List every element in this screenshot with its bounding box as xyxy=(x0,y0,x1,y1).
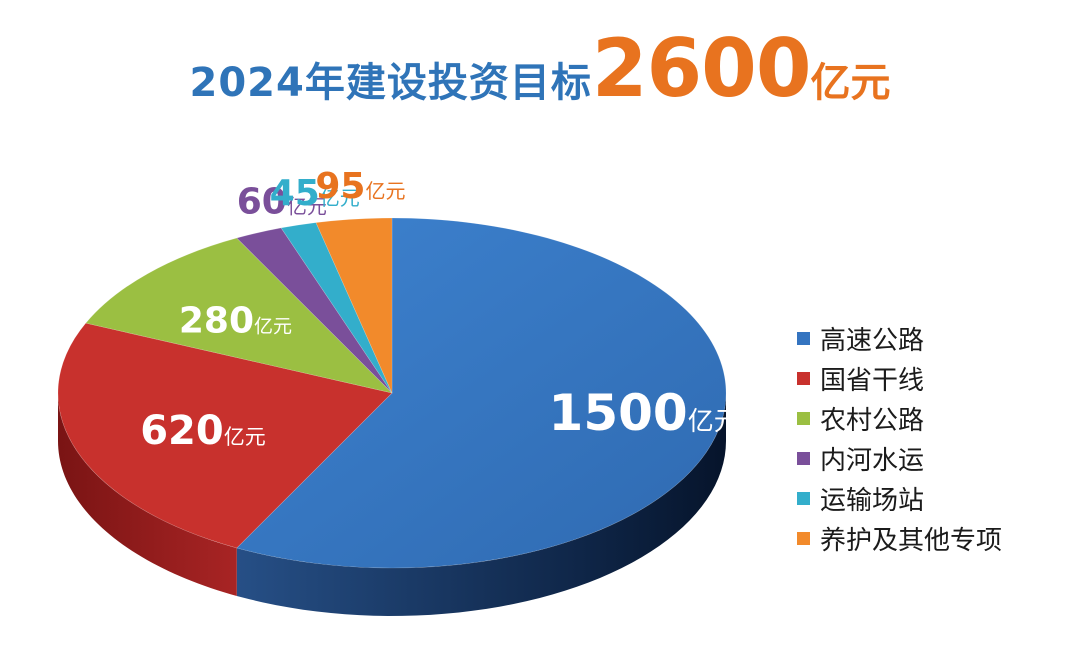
legend-swatch xyxy=(797,491,810,505)
legend-swatch xyxy=(797,451,810,465)
slice-value: 45 xyxy=(270,173,320,214)
slice-value: 620 xyxy=(140,408,224,454)
legend-item: 农村公路 xyxy=(797,398,1002,438)
legend: 高速公路国省干线农村公路内河水运运输场站养护及其他专项 xyxy=(797,318,1002,558)
legend-swatch xyxy=(797,411,810,425)
legend-item: 运输场站 xyxy=(797,478,1002,518)
title-prefix: 2024年建设投资目标 xyxy=(189,60,592,106)
pie-slice-内河水运 xyxy=(236,227,393,394)
pie-side-高速公路 xyxy=(236,393,726,616)
slice-unit: 亿元 xyxy=(224,425,266,449)
pie-slice-养护及其他专项 xyxy=(315,217,393,394)
legend-item: 养护及其他专项 xyxy=(797,518,1002,558)
slice-unit: 亿元 xyxy=(365,179,405,203)
slice-label-国省干线: 620亿元 xyxy=(140,408,266,454)
title-unit: 亿元 xyxy=(810,60,891,106)
pie-slice-农村公路 xyxy=(85,237,393,394)
legend-label: 养护及其他专项 xyxy=(820,525,1003,556)
legend-label: 运输场站 xyxy=(820,485,925,516)
legend-swatch xyxy=(797,331,810,345)
slice-unit: 亿元 xyxy=(320,186,360,210)
legend-swatch xyxy=(797,371,810,385)
slice-unit: 亿元 xyxy=(287,195,327,219)
legend-label: 内河水运 xyxy=(820,445,925,476)
slice-value: 280 xyxy=(179,301,254,342)
slice-label-高速公路: 1500亿元 xyxy=(549,384,740,442)
legend-item: 国省干线 xyxy=(797,358,1002,398)
slice-label-内河水运: 60亿元 xyxy=(237,182,327,223)
pie-side-国省干线 xyxy=(58,393,237,596)
pie-slice-国省干线 xyxy=(57,322,393,549)
legend-swatch xyxy=(797,531,810,545)
legend-item: 高速公路 xyxy=(797,318,1002,358)
pie-slice-高速公路 xyxy=(236,217,727,569)
slice-value: 60 xyxy=(237,182,287,223)
pie-slice-运输场站 xyxy=(280,222,393,394)
chart-title: 2024年建设投资目标2600亿元 xyxy=(0,22,1080,115)
slice-label-农村公路: 280亿元 xyxy=(179,301,292,342)
slice-label-养护及其他专项: 95亿元 xyxy=(315,166,405,207)
slice-unit: 亿元 xyxy=(254,316,292,338)
legend-label: 高速公路 xyxy=(820,325,925,356)
title-amount: 2600 xyxy=(591,22,812,115)
legend-label: 国省干线 xyxy=(820,365,925,396)
slice-value: 1500 xyxy=(549,384,688,442)
slice-label-运输场站: 45亿元 xyxy=(270,173,360,214)
legend-item: 内河水运 xyxy=(797,438,1002,478)
slice-value: 95 xyxy=(315,166,365,207)
legend-label: 农村公路 xyxy=(820,405,925,436)
slice-unit: 亿元 xyxy=(688,407,740,437)
